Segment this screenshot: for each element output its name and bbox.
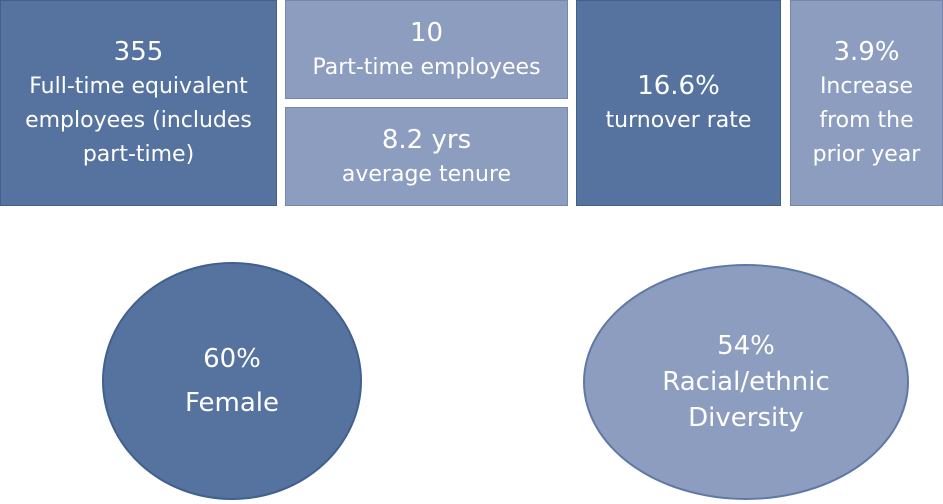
stat-value: 60%: [203, 344, 261, 374]
stat-tile: 10 Part-time employees: [285, 0, 568, 99]
stat-ellipse: 54% Racial/ethnic Diversity: [583, 264, 909, 500]
stat-label: part-time): [82, 142, 195, 167]
stat-label: average tenure: [341, 161, 512, 187]
stat-label: Racial/ethnic: [662, 367, 830, 397]
stat-value: 54%: [717, 331, 775, 361]
stat-label: Increase: [819, 74, 914, 99]
stat-tile: 355 Full-time equivalent employees (incl…: [0, 0, 277, 206]
stat-label: Part-time employees: [312, 54, 541, 80]
stat-label: Female: [184, 388, 279, 418]
stat-value: 3.9%: [833, 37, 900, 67]
stat-label: prior year: [812, 142, 921, 167]
stat-label: employees (includes: [25, 108, 252, 133]
stat-label: turnover rate: [605, 108, 752, 133]
stat-label: Full-time equivalent: [29, 74, 248, 99]
stat-value: 16.6%: [637, 71, 720, 101]
stat-label: Diversity: [688, 403, 804, 433]
stat-tile: 16.6% turnover rate: [576, 0, 781, 206]
stat-ellipse: 60% Female: [102, 262, 362, 500]
stat-value: 10: [409, 17, 444, 48]
stat-value: 8.2 yrs: [381, 124, 472, 155]
stat-value: 355: [113, 37, 164, 67]
stat-label: from the: [819, 108, 914, 133]
stat-tile: 8.2 yrs average tenure: [285, 107, 568, 206]
stat-tile: 3.9% Increase from the prior year: [790, 0, 943, 206]
